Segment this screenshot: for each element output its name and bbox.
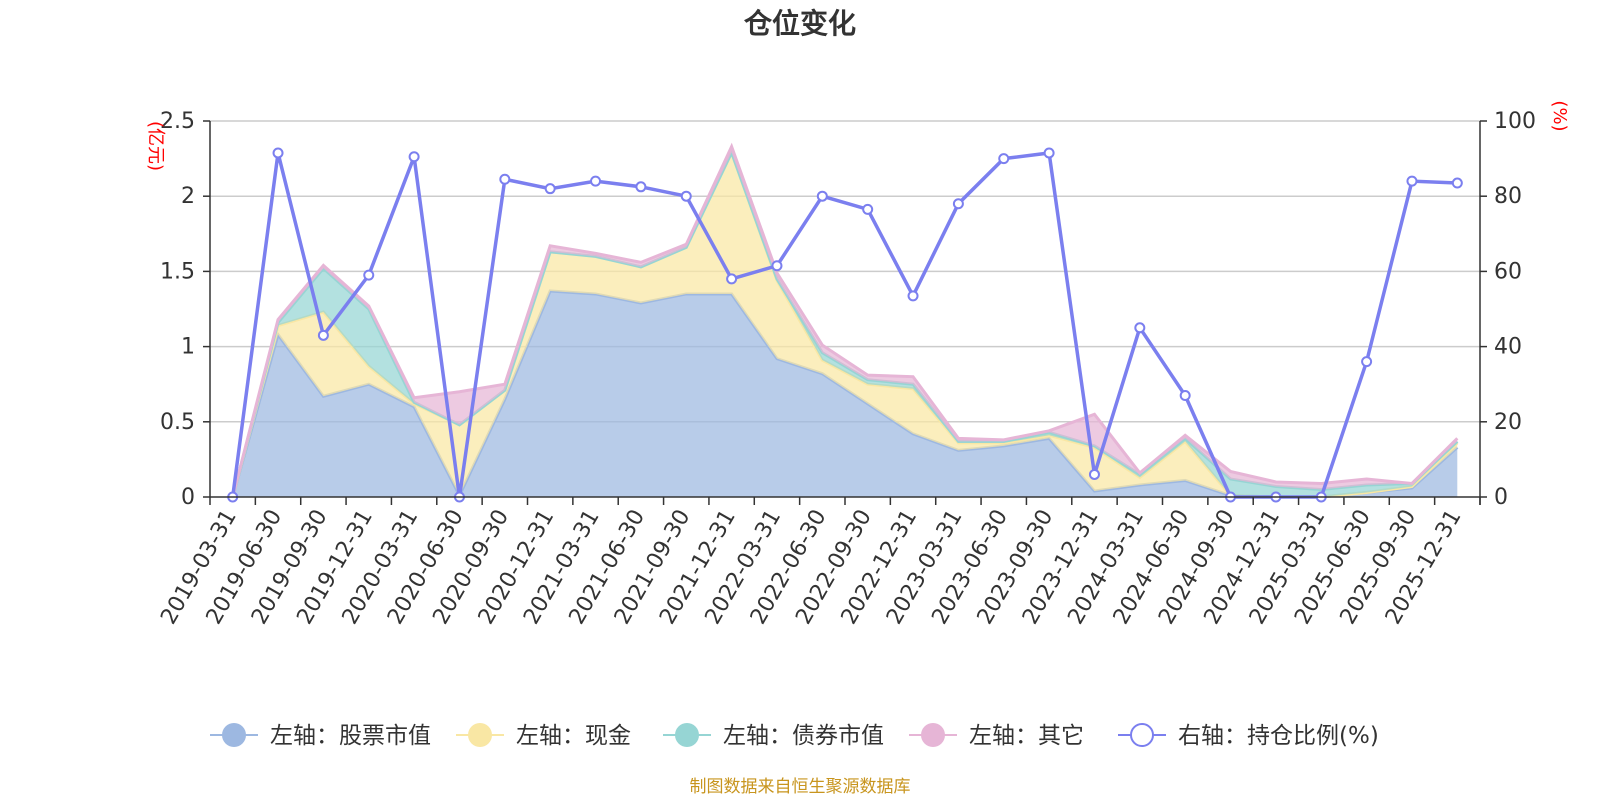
right-axis-unit: (%) — [1549, 100, 1570, 131]
left-tick-label: 0.5 — [160, 410, 195, 435]
ratio-point — [1361, 356, 1373, 368]
gridlines — [210, 120, 1480, 423]
ratio-point — [1134, 322, 1146, 334]
ratio-point — [680, 190, 692, 202]
legend-marker — [468, 723, 492, 747]
ratio-point — [816, 190, 828, 202]
ratio-point — [1043, 147, 1055, 159]
ratio-point — [272, 147, 284, 159]
area-series — [231, 142, 1459, 499]
right-tick-label: 0 — [1494, 485, 1508, 510]
left-tick-label: 0 — [181, 485, 195, 510]
legend-marker — [222, 723, 246, 747]
ratio-point — [363, 269, 375, 281]
legend-label: 右轴：持仓比例(%) — [1178, 723, 1379, 749]
right-tick-label: 40 — [1494, 335, 1522, 360]
ratio-point — [998, 153, 1010, 165]
legend-label: 左轴：债券市值 — [723, 723, 884, 749]
area-左轴：股票市值 — [232, 291, 1458, 497]
ratio-point — [1179, 389, 1191, 401]
legend-label: 左轴：股票市值 — [270, 723, 431, 749]
left-tick-label: 2.5 — [160, 109, 195, 134]
ratio-point — [952, 198, 964, 210]
right-tick-label: 20 — [1494, 410, 1522, 435]
legend: 左轴：股票市值 左轴：现金 左轴：债券市值 左轴：其它 右轴：持仓比例(%) — [210, 723, 1379, 749]
legend-marker — [675, 723, 699, 747]
legend-label: 左轴：现金 — [516, 723, 631, 749]
ratio-point — [544, 183, 556, 195]
ratio-point — [408, 151, 420, 163]
ratio-point — [771, 260, 783, 272]
ratio-point — [862, 203, 874, 215]
ratio-point — [499, 173, 511, 185]
ratio-point — [317, 329, 329, 341]
left-axis-unit: (亿元) — [145, 121, 166, 171]
ratio-point — [1406, 175, 1418, 187]
chart-title: 仓位变化 — [744, 7, 856, 40]
right-tick-label: 80 — [1494, 184, 1522, 209]
right-tick-label: 100 — [1494, 109, 1536, 134]
ratio-point — [635, 181, 647, 193]
right-tick-label: 60 — [1494, 259, 1522, 284]
ratio-point — [1088, 468, 1100, 480]
left-tick-label: 2 — [181, 184, 195, 209]
left-tick-label: 1 — [181, 335, 195, 360]
legend-label: 左轴：其它 — [969, 723, 1084, 749]
ratio-point — [726, 273, 738, 285]
ratio-point — [1451, 177, 1463, 189]
ratio-point — [907, 290, 919, 302]
left-tick-label: 1.5 — [160, 259, 195, 284]
legend-marker — [921, 723, 945, 747]
legend-marker — [1130, 723, 1154, 747]
ratio-point — [590, 175, 602, 187]
area-line-左轴：其它 — [231, 142, 1459, 498]
data-source-note: 制图数据来自恒生聚源数据库 — [690, 777, 911, 797]
